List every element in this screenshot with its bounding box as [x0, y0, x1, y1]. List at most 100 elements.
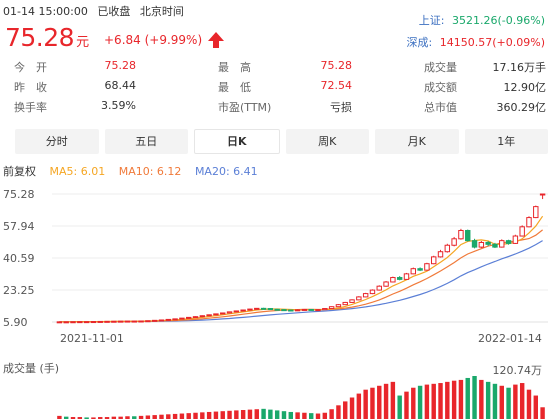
candle-body [383, 281, 389, 287]
candle-body [539, 193, 546, 196]
candle-body [512, 235, 519, 244]
volume-bar [213, 411, 219, 419]
volume-bar [431, 383, 436, 419]
volume-bar [159, 414, 164, 419]
candle-body [437, 251, 444, 258]
candle-body [247, 308, 253, 311]
index-name: 上证: [418, 14, 445, 27]
candle-body [151, 319, 158, 322]
volume-bar [370, 387, 375, 419]
y-tick-label: 23.25 [3, 284, 35, 297]
x-tick-label: 2021-11-01 [60, 332, 124, 345]
ma-legend: 前复权 MA5: 6.01 MA10: 6.12 MA20: 6.41 [3, 163, 268, 179]
volume-bar [240, 410, 246, 419]
volume-label: 成交量 (手) [3, 362, 60, 375]
kline-chart[interactable]: 75.28 57.94 40.59 23.25 5.90 2021-11-01 2022-0… [0, 182, 554, 352]
candle-body [349, 299, 355, 303]
candle-body [533, 206, 539, 219]
volume-bar [404, 391, 409, 419]
volume-bar [132, 416, 137, 419]
volume-bar [111, 416, 117, 419]
candle-body [104, 320, 110, 323]
candle-body [396, 277, 403, 280]
candle-body [77, 321, 83, 324]
quote-label: 市盈(TTM) [218, 101, 272, 114]
candle-body [165, 318, 172, 321]
tab-weekly-k[interactable]: 周K [285, 129, 369, 154]
quote-label: 今 开 [14, 61, 47, 74]
volume-bar [227, 410, 232, 419]
candle-body [458, 229, 464, 240]
volume-bar [125, 416, 130, 419]
up-arrow-icon [208, 32, 224, 48]
volume-bar [152, 415, 157, 419]
candle-body [138, 320, 144, 323]
tab-intraday[interactable]: 分时 [15, 129, 99, 154]
volume-bar [363, 389, 368, 419]
index-shanghai[interactable]: 上证: 3521.26(-0.96%) [419, 12, 545, 28]
candle-body [70, 321, 76, 324]
candle-body [213, 313, 219, 316]
candle-body [192, 316, 199, 319]
tab-monthly-k[interactable]: 月K [375, 129, 459, 154]
candle-body [111, 320, 117, 323]
candle-body [185, 316, 192, 319]
volume-bar [383, 383, 389, 419]
tab-daily-k[interactable]: 日K [194, 129, 280, 154]
candle-body [322, 308, 328, 311]
volume-bar [295, 412, 300, 419]
volume-bar [206, 411, 212, 419]
quote-label: 昨 收 [14, 81, 47, 94]
candle-body [220, 312, 226, 315]
volume-bar [451, 380, 457, 419]
volume-bar [465, 377, 470, 419]
volume-bar [322, 412, 328, 419]
timezone-label: 北京时间 [139, 5, 184, 18]
candle-body [471, 240, 478, 248]
candle-body [124, 320, 131, 323]
ma10-label: MA10: 6.12 [118, 165, 182, 178]
volume-bar [172, 413, 178, 419]
candle-body [328, 306, 335, 310]
volume-bar [145, 415, 151, 419]
candle-body [526, 217, 532, 228]
quote-label: 成交额 [424, 81, 457, 94]
index-value: 3521.26(-0.96%) [452, 14, 545, 27]
candle-body [444, 244, 451, 253]
y-tick-label: 75.28 [3, 188, 35, 201]
volume-bar [193, 412, 198, 419]
volume-bar [302, 412, 307, 419]
volume-bar [445, 381, 450, 419]
volume-bar [336, 405, 341, 419]
volume-bar [343, 401, 348, 419]
index-name: 深成: [406, 36, 433, 49]
candle-body [301, 308, 308, 311]
candle-body [410, 268, 417, 275]
quote-label: 最 低 [218, 81, 251, 94]
adjust-mode[interactable]: 前复权 [3, 165, 36, 178]
candle-body [288, 309, 294, 312]
candle-body [294, 309, 301, 312]
price-value: 75.28 [5, 23, 75, 52]
index-shenzhen[interactable]: 深成: 14150.57(+0.09%) [407, 34, 545, 50]
candle-body [342, 301, 348, 306]
volume-bar [377, 385, 382, 419]
candle-body [403, 273, 410, 280]
volume-bar [70, 417, 76, 419]
quote-value: 亏损 [330, 101, 352, 114]
volume-bar [254, 409, 259, 419]
candle-body [492, 243, 498, 248]
volume-bar [261, 408, 266, 419]
volume-chart[interactable] [0, 372, 554, 419]
candle-body [417, 268, 423, 271]
candle-body [63, 321, 69, 324]
tab-one-year[interactable]: 1年 [464, 129, 548, 154]
volume-bar [57, 415, 62, 419]
volume-bar [485, 381, 491, 419]
datetime-status: 01-14 15:00:00 已收盘 北京时间 [3, 3, 184, 19]
tab-five-day[interactable]: 五日 [104, 129, 188, 154]
chart-period-tabs: 分时 五日 日K 周K 月K 1年 [15, 129, 548, 154]
candle-body [56, 321, 63, 324]
candle-body [226, 311, 233, 314]
quote-value: 68.44 [104, 79, 137, 92]
